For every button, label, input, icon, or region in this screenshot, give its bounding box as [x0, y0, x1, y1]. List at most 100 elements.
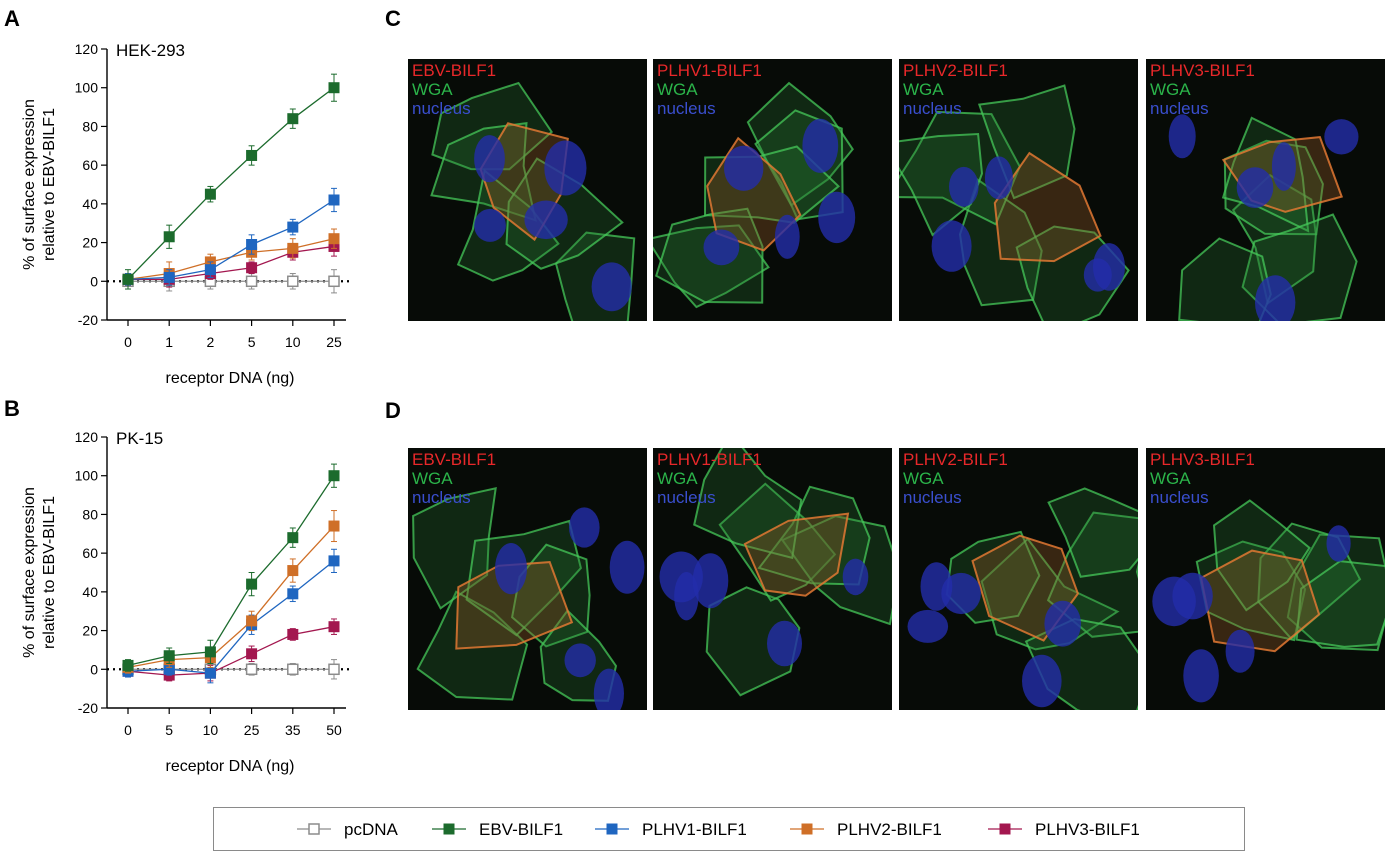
fluorescence-image: [907, 487, 1138, 710]
cell-membrane: [1212, 499, 1311, 612]
data-point: [163, 650, 175, 662]
fluorescence-image: [412, 487, 645, 710]
stain-label-wga: WGA: [657, 469, 698, 488]
data-point: [328, 233, 340, 245]
stain-label-receptor: PLHV3-BILF1: [1150, 61, 1255, 80]
data-point: [287, 242, 299, 254]
x-tick-label: 10: [285, 334, 301, 350]
y-tick-label: 60: [82, 157, 98, 173]
nucleus: [474, 208, 506, 242]
cell-membrane: [705, 586, 801, 697]
data-point: [204, 667, 216, 679]
stain-label-receptor: PLHV2-BILF1: [903, 61, 1008, 80]
micrograph-c-2: PLHV1-BILF1 WGA nucleus: [653, 59, 892, 321]
nucleus: [495, 543, 527, 595]
x-axis-label: receptor DNA (ng): [166, 758, 295, 775]
stain-label-wga: WGA: [903, 469, 944, 488]
fluorescence-image: [430, 81, 636, 321]
fluorescence-image: [659, 448, 892, 697]
stain-label-nucleus: nucleus: [903, 99, 962, 118]
x-tick-label: 5: [248, 334, 256, 350]
fluorescence-image: [899, 84, 1130, 321]
data-point: [204, 188, 216, 200]
data-point: [204, 264, 216, 276]
data-point: [246, 648, 258, 660]
nucleus: [984, 156, 1013, 200]
nucleus: [1093, 243, 1125, 291]
nucleus: [1044, 600, 1081, 647]
data-point: [163, 663, 175, 675]
data-point: [287, 663, 299, 676]
cell-membrane: [693, 448, 803, 560]
panel-letter-d: D: [385, 398, 401, 423]
data-point: [122, 273, 134, 285]
nucleus: [1225, 629, 1255, 673]
x-tick-label: 2: [207, 334, 215, 350]
y-axis-label: % of surface expression relative to EBV-B…: [21, 99, 58, 270]
nucleus: [907, 609, 949, 643]
nucleus: [1271, 142, 1296, 191]
transfected-cell: [455, 561, 574, 650]
legend-item-plhv2-bilf1: PLHV2-BILF1: [790, 820, 942, 839]
micrograph-c-4: PLHV3-BILF1 WGA nucleus: [1146, 59, 1385, 321]
nucleus: [659, 551, 703, 603]
nucleus: [1183, 649, 1219, 703]
nucleus: [724, 145, 764, 191]
data-point: [287, 221, 299, 233]
y-tick-label: 80: [82, 506, 98, 522]
nucleus: [703, 229, 740, 266]
legend-item-plhv1-bilf1: PLHV1-BILF1: [595, 820, 747, 839]
stain-label-wga: WGA: [412, 80, 453, 99]
nucleus: [544, 140, 587, 196]
nucleus: [1324, 119, 1359, 155]
nucleus: [1152, 576, 1196, 627]
cell-membrane: [511, 543, 591, 648]
stain-label-nucleus: nucleus: [412, 488, 471, 507]
y-tick-label: 80: [82, 118, 98, 134]
nucleus: [1168, 114, 1196, 159]
y-tick-label: 40: [82, 584, 98, 600]
fluorescence-image: [1168, 114, 1359, 321]
series-line: [127, 626, 335, 676]
micrograph-d-3: PLHV2-BILF1 WGA nucleus: [899, 448, 1138, 710]
nucleus: [593, 668, 624, 710]
stain-label-wga: WGA: [903, 80, 944, 99]
nucleus: [767, 620, 802, 667]
legend-label: PLHV2-BILF1: [837, 820, 942, 839]
stain-label-nucleus: nucleus: [657, 488, 716, 507]
data-point: [204, 646, 216, 658]
stain-label-nucleus: nucleus: [412, 99, 471, 118]
data-point: [287, 113, 299, 125]
stain-label-wga: WGA: [1150, 80, 1191, 99]
legend-label: pcDNA: [344, 820, 399, 839]
data-point: [245, 663, 258, 676]
nucleus: [692, 553, 729, 609]
legend-label: EBV-BILF1: [479, 820, 563, 839]
y-tick-label: 40: [82, 196, 98, 212]
legend-item-plhv3-bilf1: PLHV3-BILF1: [988, 820, 1140, 839]
data-point: [287, 275, 299, 288]
series-line: [128, 245, 335, 281]
series-plhv3-bilf1: [122, 236, 340, 288]
panel-letter-b: B: [4, 396, 20, 421]
nucleus: [1236, 167, 1274, 208]
x-tick-label: 1: [165, 334, 173, 350]
micrograph-c-1: EBV-BILF1 WGA nucleus: [408, 59, 647, 321]
cell-membrane: [899, 132, 984, 237]
data-point: [328, 470, 340, 482]
legend-marker: [606, 823, 618, 835]
nucleus: [931, 220, 972, 272]
x-tick-label: 5: [165, 722, 173, 738]
nucleus: [949, 166, 979, 207]
nucleus: [564, 643, 596, 678]
legend-marker: [308, 823, 320, 835]
transfected-cell: [743, 512, 850, 597]
data-point: [328, 82, 340, 94]
data-point: [246, 262, 258, 274]
legend-marker: [801, 823, 813, 835]
legend-items: pcDNA EBV-BILF1 PLHV1-BILF1 PLHV2-BILF1 PLHV…: [297, 820, 1140, 839]
y-tick-label: 120: [75, 429, 99, 445]
stain-label-receptor: PLHV2-BILF1: [903, 450, 1008, 469]
nucleus: [609, 540, 645, 594]
